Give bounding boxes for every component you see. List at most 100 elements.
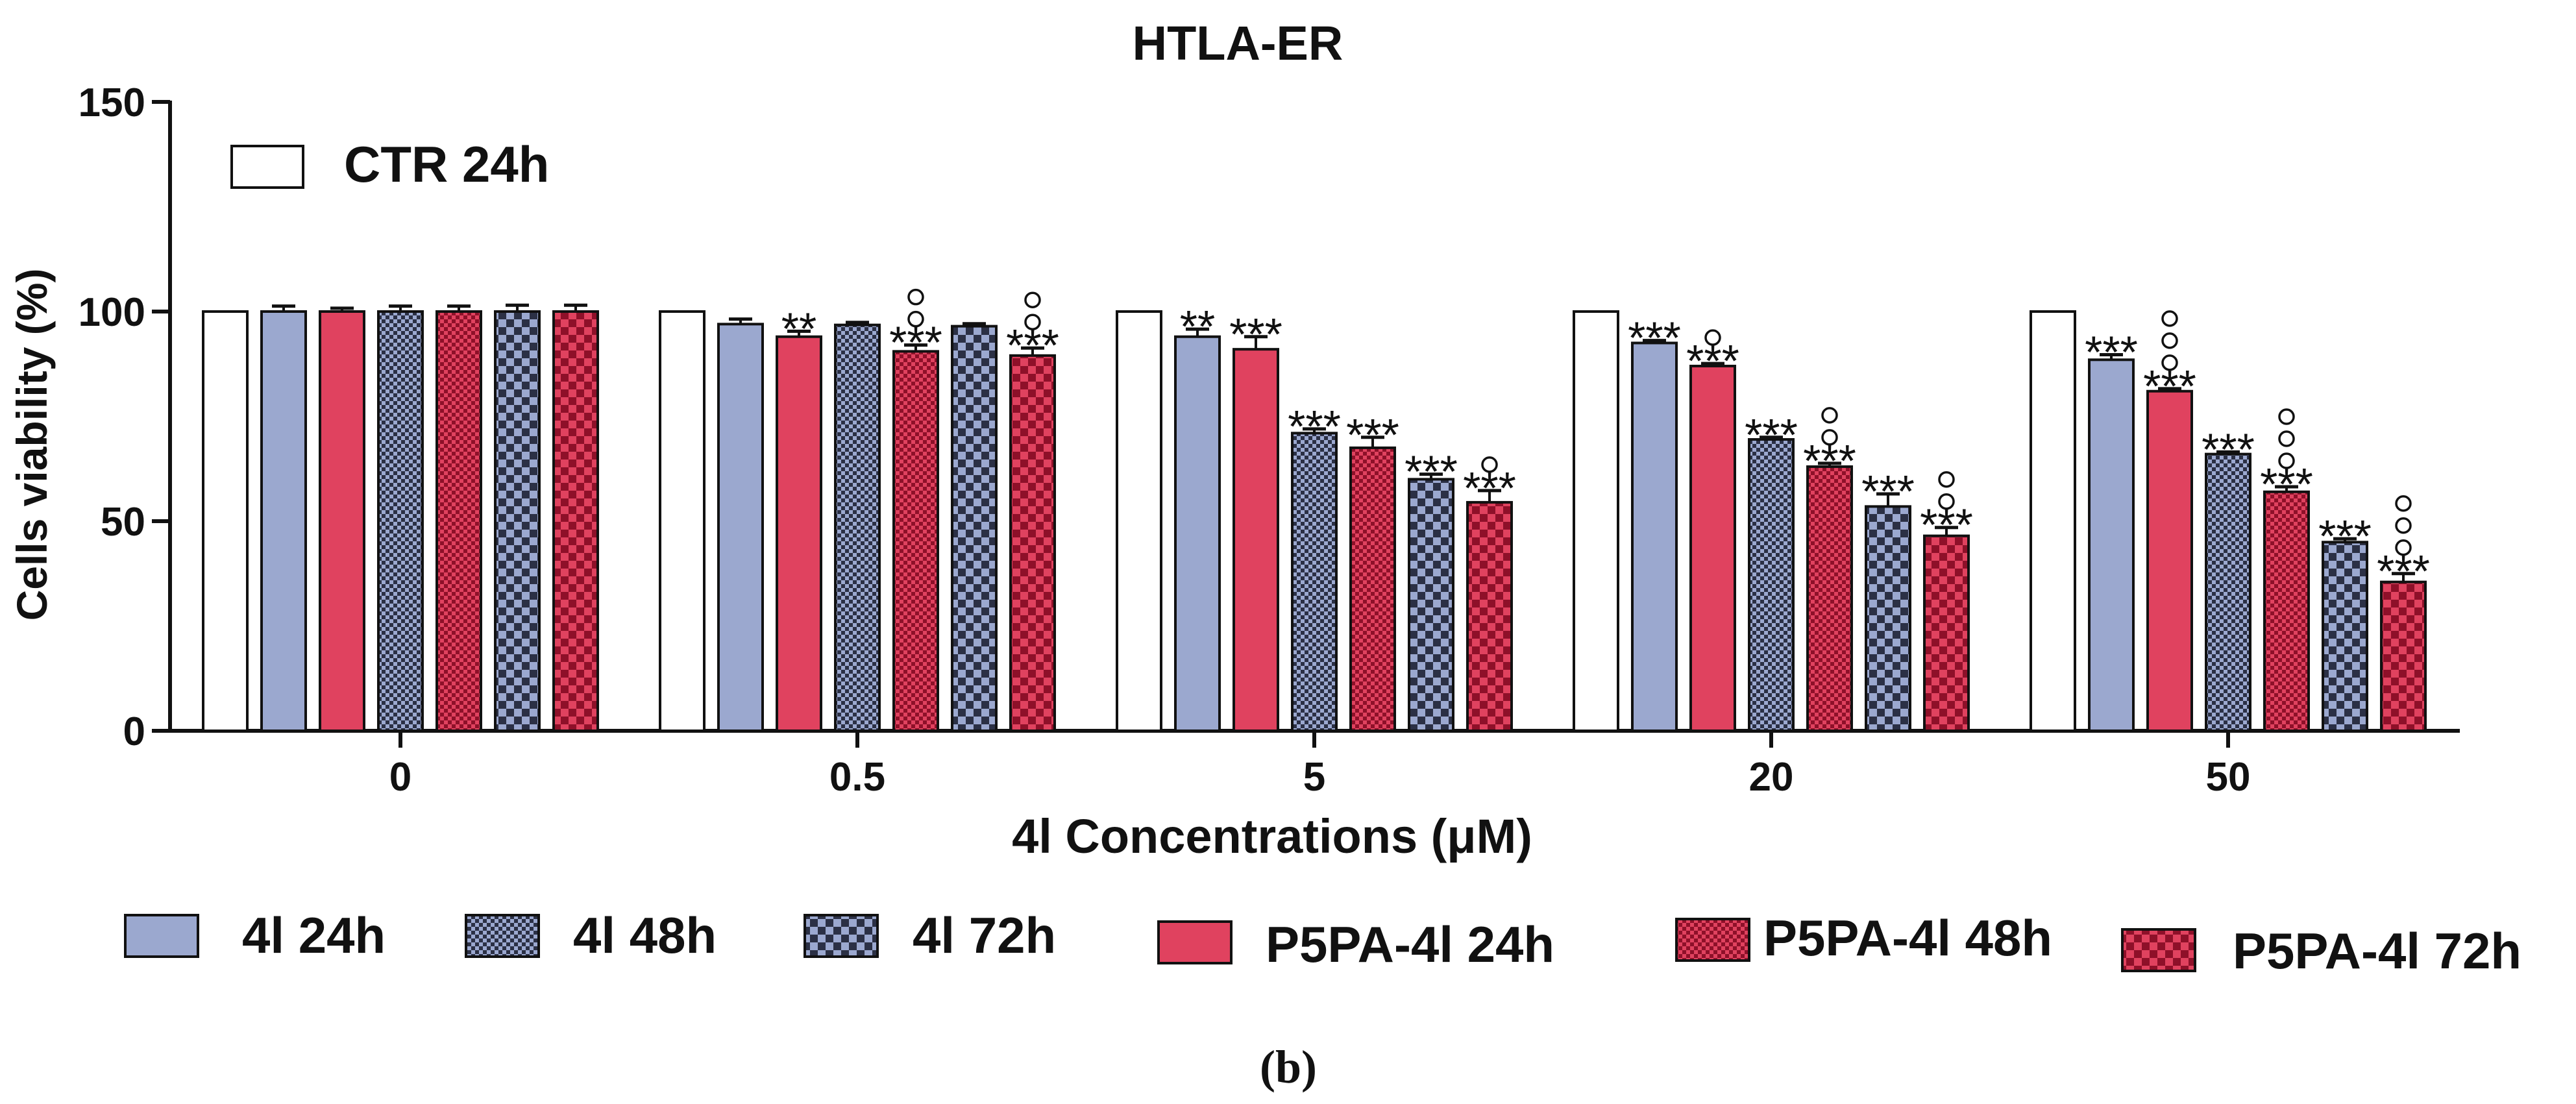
significance-circle <box>2161 354 2178 371</box>
legend-label: P5PA-4l 48h <box>1763 909 2052 966</box>
bar <box>2322 541 2368 732</box>
significance-circle <box>1821 407 1838 424</box>
bar <box>2030 310 2076 732</box>
error-bar <box>846 321 869 325</box>
legend-label: CTR 24h <box>344 136 549 193</box>
error-bar <box>1303 427 1326 434</box>
legend-swatch <box>1157 920 1233 964</box>
significance-stars: *** <box>1288 401 1341 452</box>
y-tick-label: 50 <box>101 500 145 545</box>
chart-title: HTLA-ER <box>1133 16 1343 70</box>
bar <box>1573 310 1619 732</box>
bar <box>1009 354 1056 732</box>
significance-stars: ** <box>1180 301 1215 352</box>
legend-swatch <box>803 914 879 958</box>
bar <box>494 310 541 732</box>
significance-circle <box>2278 430 2295 447</box>
bar <box>2146 389 2193 732</box>
significance-circle <box>1938 471 1955 488</box>
bar <box>2205 452 2251 732</box>
bar <box>1689 364 1736 732</box>
figure-caption: (b) <box>1260 1041 1317 1093</box>
bar <box>834 323 881 732</box>
legend-bottom: 4l 24h 4l 48h 4l 72h P5PA-4l 24h P5PA-4l 48h… <box>124 907 2521 979</box>
bar <box>1466 500 1513 732</box>
bar <box>1174 335 1221 732</box>
error-bar <box>2275 485 2298 492</box>
bar <box>2088 358 2135 732</box>
significance-circle <box>907 288 924 306</box>
x-tick-label: 50 <box>2206 755 2251 800</box>
error-bar <box>506 303 529 312</box>
legend-swatch <box>1675 918 1750 962</box>
significance-stars: *** <box>2318 511 2372 561</box>
error-bar <box>330 306 354 312</box>
bar <box>776 335 822 732</box>
bar <box>260 310 307 732</box>
error-bar <box>2100 353 2123 360</box>
error-bar <box>2392 572 2415 582</box>
bar <box>1748 438 1795 733</box>
significance-circle <box>2278 452 2295 469</box>
bar <box>2263 490 2310 733</box>
error-bar <box>963 322 986 326</box>
error-bar <box>1361 435 1384 448</box>
error-bar <box>2158 387 2181 391</box>
error-bar <box>447 304 471 312</box>
legend-top: CTR 24h <box>230 136 549 193</box>
y-axis: 0 50 100 150 <box>79 80 172 754</box>
error-bar <box>1478 489 1501 502</box>
bar <box>1865 505 1911 732</box>
significance-circle <box>1704 329 1721 346</box>
significance-stars: *** <box>1745 410 1798 460</box>
significance-stars: *** <box>2143 361 2196 411</box>
significance-stars: *** <box>2202 424 2255 474</box>
bar <box>1923 534 1970 732</box>
bar <box>951 325 998 732</box>
significance-stars: *** <box>1628 313 1681 363</box>
significance-stars: *** <box>1686 336 1739 386</box>
bar <box>892 350 939 732</box>
significance-stars: *** <box>2260 459 2313 509</box>
error-bar <box>1818 461 1841 467</box>
x-tick-label: 20 <box>1749 755 1794 800</box>
legend-label: P5PA-4l 72h <box>2233 922 2521 979</box>
significance-circle <box>2161 332 2178 349</box>
error-bar <box>272 304 295 312</box>
y-tick-label: 0 <box>123 709 145 754</box>
bar <box>1408 478 1454 733</box>
bar <box>659 310 705 732</box>
error-bar <box>1419 472 1443 480</box>
legend-swatch <box>465 914 540 958</box>
bar <box>1116 310 1162 732</box>
bar <box>1291 432 1338 733</box>
error-bar <box>2216 450 2240 454</box>
bars-layer <box>202 303 2427 733</box>
significance-circle <box>1821 429 1838 446</box>
significance-stars: *** <box>1803 435 1856 486</box>
bar <box>435 310 482 732</box>
x-tick-label: 0 <box>389 755 411 800</box>
significance-stars: *** <box>1463 463 1516 513</box>
error-bar <box>1021 346 1044 356</box>
legend-swatch <box>2121 928 2196 972</box>
error-bar <box>904 343 927 352</box>
significance-annotations: ** *** *** ** ****** ****** ****** ************… <box>781 288 2430 596</box>
error-bar <box>787 329 811 337</box>
bar <box>1806 465 1853 733</box>
significance-circle <box>907 310 924 328</box>
significance-circle <box>2278 408 2295 425</box>
significance-stars: *** <box>1006 320 1059 371</box>
significance-circle <box>1024 313 1041 330</box>
x-tick-label: 5 <box>1303 755 1325 800</box>
x-axis-label: 4l Concentrations (μM) <box>1012 809 1532 863</box>
bar <box>717 323 764 732</box>
significance-stars: *** <box>1861 466 1915 517</box>
bar <box>377 310 424 732</box>
significance-circle <box>2395 539 2412 556</box>
bar <box>202 310 249 732</box>
x-axis: 0 0.5 5 20 50 <box>170 729 2460 800</box>
error-bar <box>1643 339 1666 343</box>
y-tick-label: 100 <box>79 290 145 335</box>
y-axis-label: Cells viability (%) <box>8 269 56 621</box>
